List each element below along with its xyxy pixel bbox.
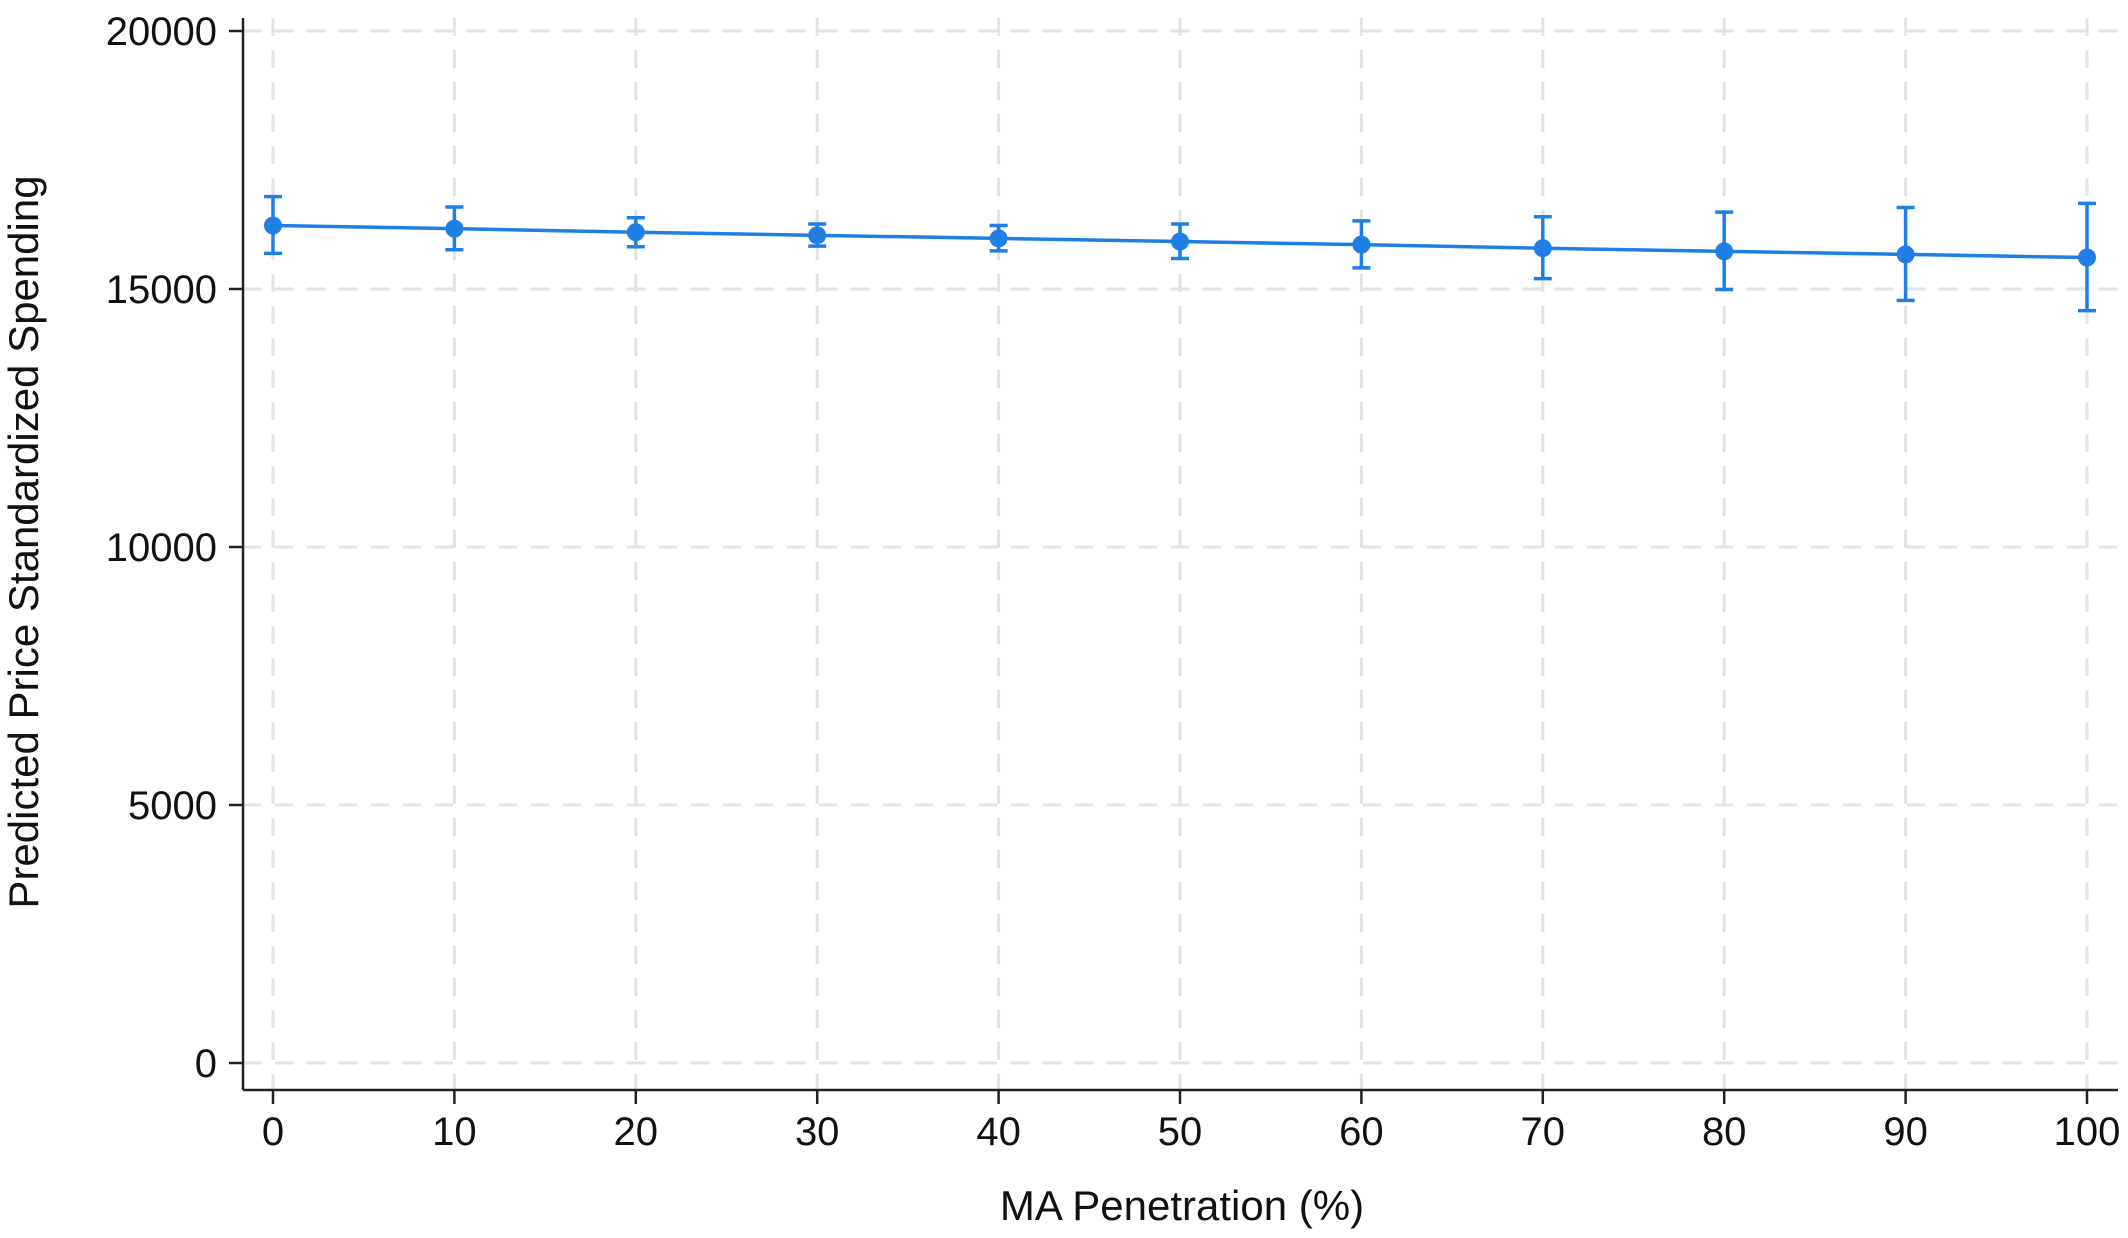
y-tick-label: 5000 <box>128 784 217 828</box>
x-tick-label: 40 <box>976 1110 1021 1154</box>
y-tick-label: 10000 <box>106 526 217 570</box>
grid <box>243 18 2118 1090</box>
x-tick-label: 60 <box>1339 1110 1384 1154</box>
data-point <box>1715 242 1734 261</box>
data-point <box>2078 248 2096 267</box>
data-point <box>808 226 827 245</box>
data-point <box>626 223 645 242</box>
y-axis-title: Predicted Price Standardized Spending <box>0 175 47 908</box>
data-point <box>1171 232 1189 251</box>
data-point <box>1352 235 1371 254</box>
x-tick-label: 20 <box>614 1110 659 1154</box>
x-tick-label: 50 <box>1158 1110 1203 1154</box>
data-point <box>989 229 1008 248</box>
x-tick-label: 100 <box>2054 1110 2121 1154</box>
x-tick-label: 30 <box>795 1110 840 1154</box>
x-axis-title: MA Penetration (%) <box>1000 1182 1364 1229</box>
x-tick-label: 90 <box>1883 1110 1928 1154</box>
x-tick-label: 10 <box>432 1110 477 1154</box>
y-tick-label: 20000 <box>106 10 217 54</box>
data-point <box>1896 245 1915 264</box>
data-point <box>264 216 282 235</box>
x-tick-label: 80 <box>1702 1110 1747 1154</box>
data-point <box>1533 239 1552 258</box>
x-tick-label: 70 <box>1521 1110 1566 1154</box>
y-tick-label: 0 <box>195 1042 217 1086</box>
y-tick-label: 15000 <box>106 268 217 312</box>
data-point <box>445 219 464 238</box>
x-tick-label: 0 <box>262 1110 284 1154</box>
axes: 0 5000 10000 15000 20000 0 10 20 30 40 50 60 70 80 90 1… <box>106 10 2121 1154</box>
plot-area <box>264 194 2096 313</box>
